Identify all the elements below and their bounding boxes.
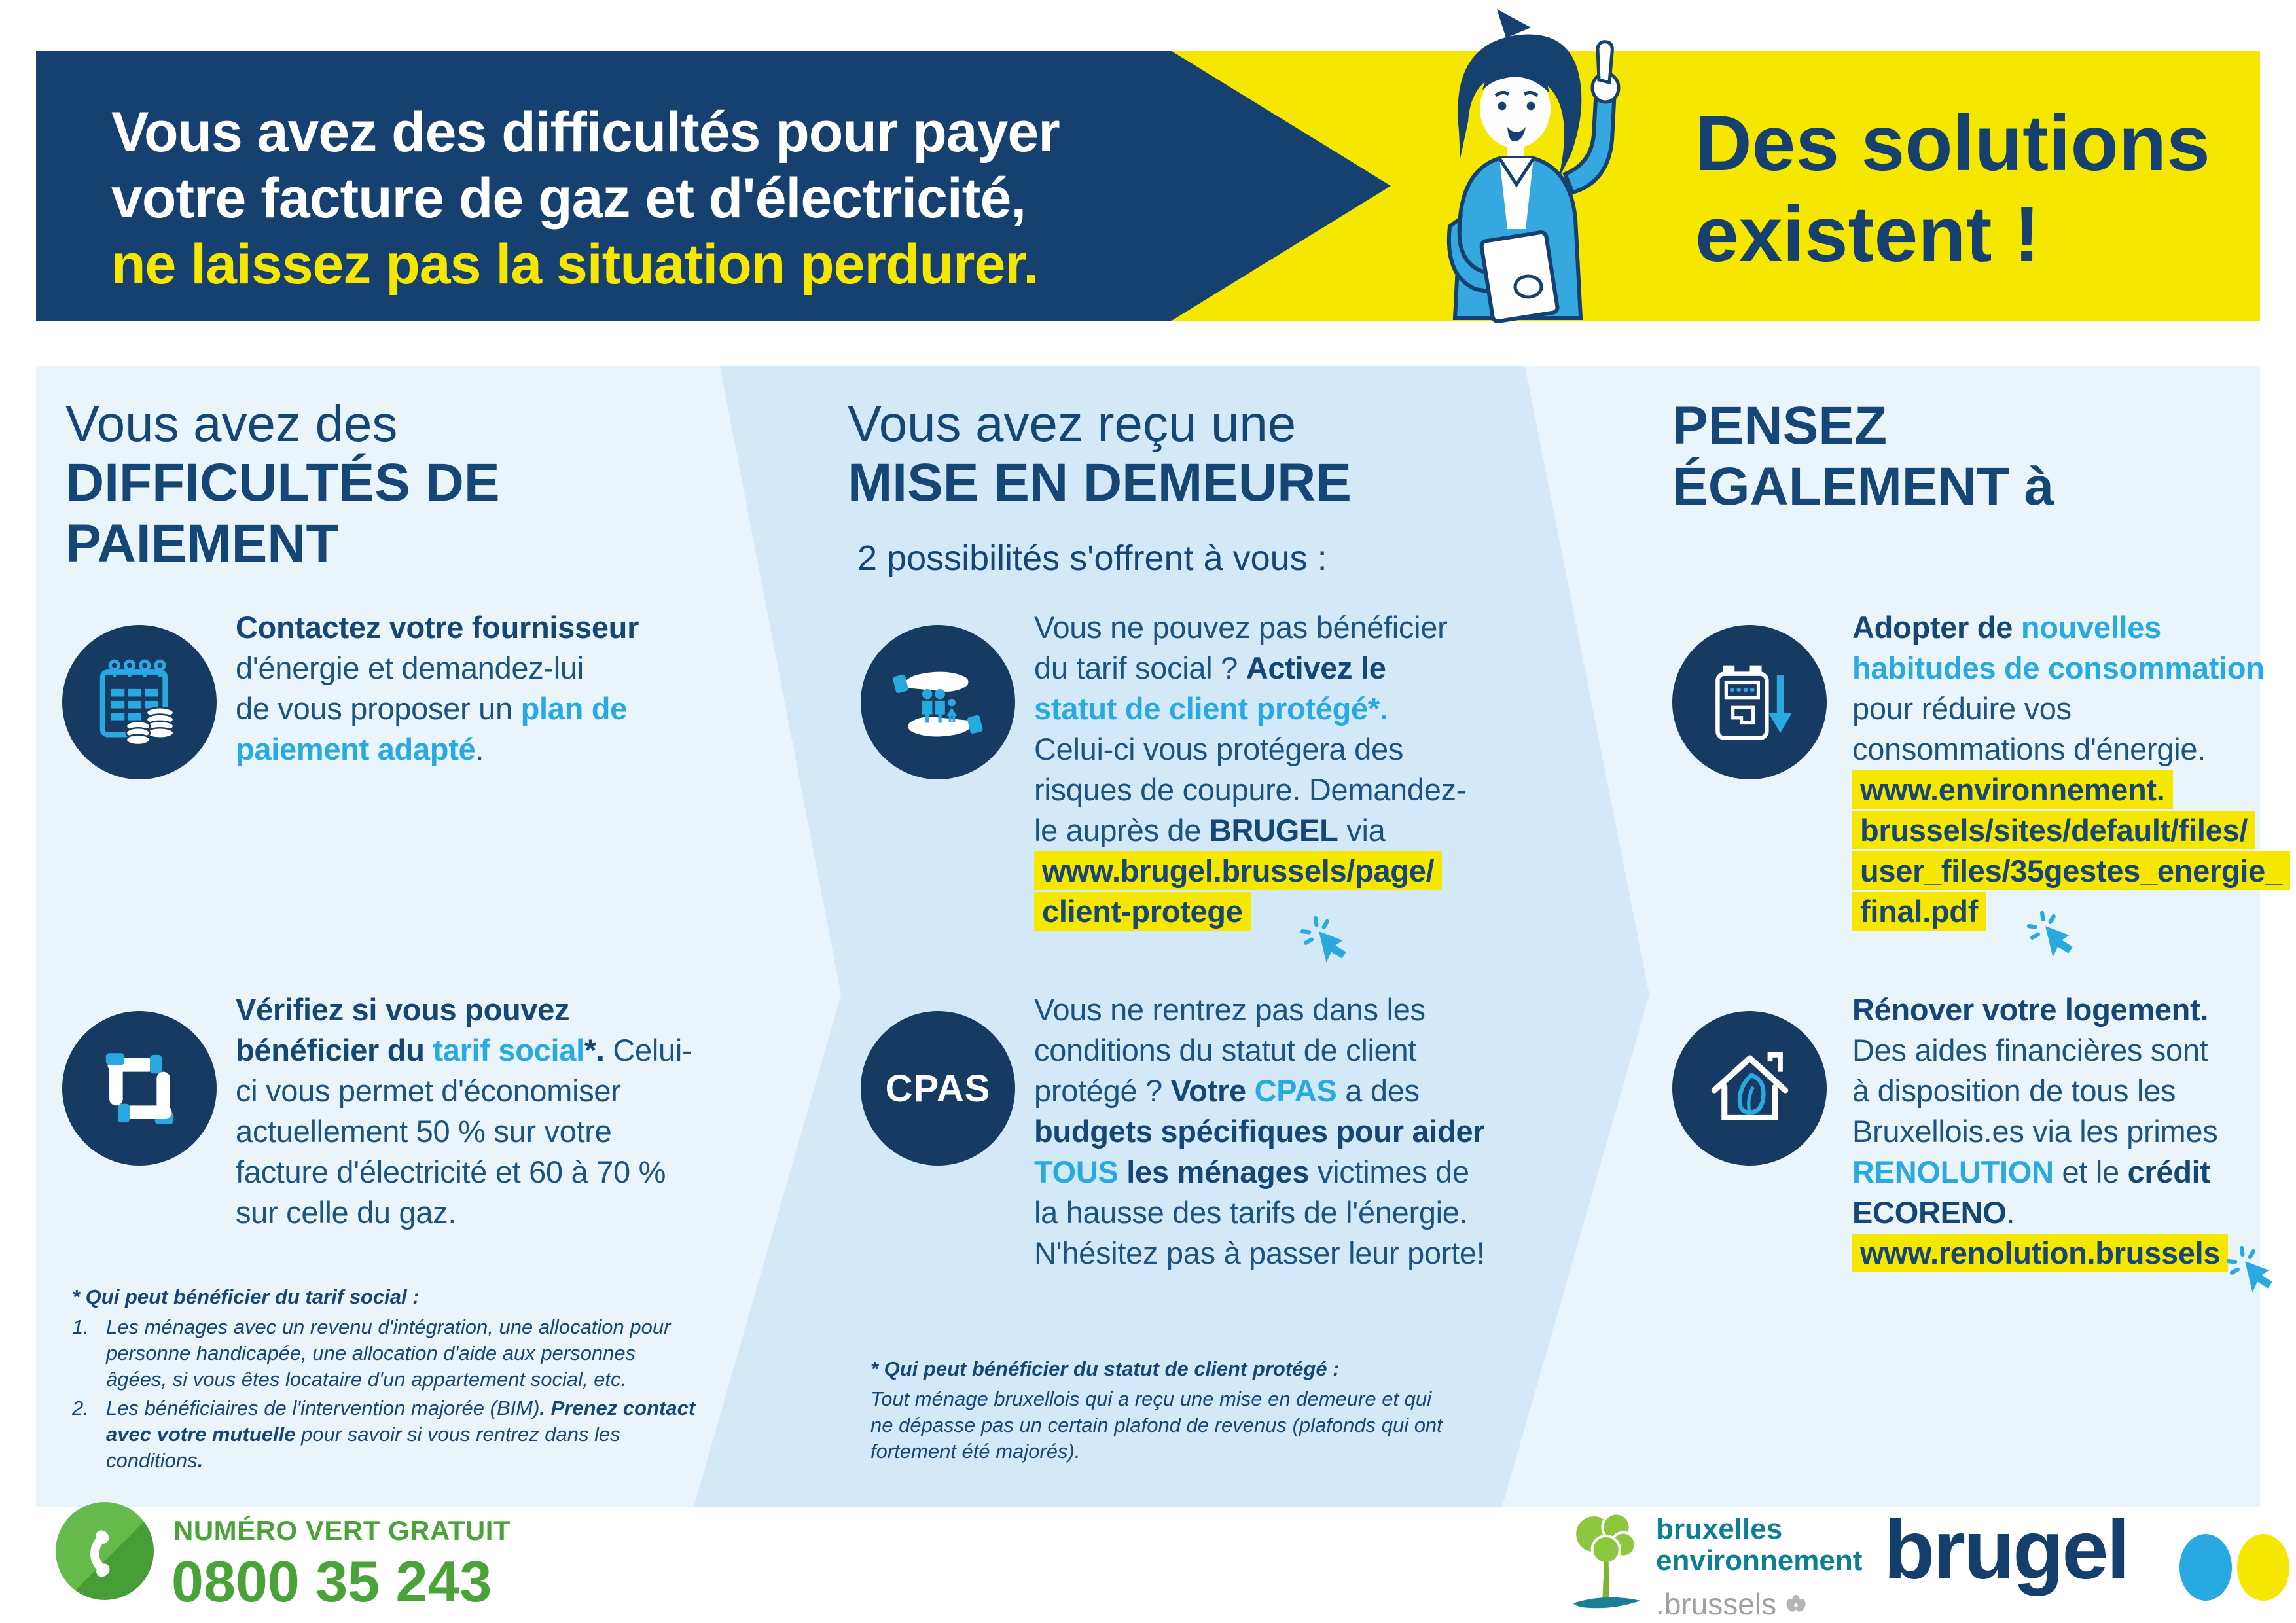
- energy-meter-arrow-icon: [1715, 665, 1792, 740]
- col3-title: PENSEZ ÉGALEMENT à: [1672, 396, 2054, 516]
- banner-line3: ne laissez pas la situation perdurer.: [111, 233, 1039, 296]
- col2-title-intro: Vous avez reçu une: [848, 395, 1297, 452]
- banner-line1: Vous avez des difficultés pour payer: [111, 101, 1060, 164]
- cursor-click-icon: [2026, 910, 2073, 957]
- col1-footnote-title: * Qui peut bénéficier du tarif social :: [72, 1285, 420, 1308]
- link-url[interactable]: www.renolution.brussels: [1852, 1234, 2229, 1272]
- col3-item1-text: Adopter de nouvelles habitudes de consom…: [1852, 607, 2290, 932]
- link-url[interactable]: www.environnement. brussels/sites/defaul…: [1852, 770, 2290, 931]
- linked-hands-icon: [105, 1052, 173, 1124]
- col1-footnote-item1: 1. Les ménages avec un revenu d'intégrat…: [72, 1314, 695, 1393]
- col2-item2-text: Vous ne rentrez pas dans les conditions …: [1034, 992, 1485, 1270]
- col2-subtitle: 2 possibilités s'offrent à vous :: [857, 539, 1327, 578]
- header-navy-arrow-banner: [36, 51, 1391, 321]
- iris-icon: [1786, 1595, 1806, 1612]
- advisor-woman-illustration: [1446, 9, 1621, 323]
- link-url[interactable]: www.brugel.brussels/page/ client-protege: [1034, 851, 1443, 931]
- col2-footnote-title: * Qui peut bénéficier du statut de clien…: [870, 1357, 1340, 1380]
- col1-footnote-item2: 2. Les bénéficiaires de l'intervention m…: [72, 1395, 695, 1474]
- banner-line2: votre facture de gaz et d'électricité,: [111, 167, 1026, 230]
- col1-title-intro: Vous avez des: [65, 395, 398, 452]
- footnote-number: 1.: [72, 1315, 89, 1338]
- col1-item2-text: Vérifiez si vous pouvez bénéficier du ta…: [236, 992, 692, 1230]
- col3-item2-text: Rénover votre logement. Des aides financ…: [1852, 990, 2229, 1274]
- footnote-text: Les bénéficiaires de l'intervention majo…: [106, 1397, 696, 1472]
- house-leaf-icon: [1711, 1052, 1788, 1120]
- footnote-number: 2.: [72, 1397, 89, 1419]
- tree-logo-icon: [1573, 1512, 1641, 1609]
- col1-footnote: * Qui peut bénéficier du tarif social : …: [72, 1284, 695, 1474]
- footnote-text: Les ménages avec un revenu d'intégration…: [106, 1315, 671, 1391]
- phone-icon: [90, 1530, 110, 1577]
- phone-label: NUMÉRO VERT GRATUIT: [173, 1515, 511, 1546]
- col2-item2-icon-circle: CPAS: [861, 1011, 1015, 1166]
- col2-title: MISE EN DEMEURE: [848, 453, 1352, 512]
- col3-item2-icon-circle: [1672, 1011, 1827, 1166]
- phone-number: 0800 35 243: [171, 1549, 492, 1614]
- middle-chevron-background: [694, 366, 1649, 1507]
- col2-item1-text: Vous ne pouvez pas bénéficier du tarif s…: [1034, 607, 1466, 932]
- brugel-logo-yellow-dot: [2237, 1534, 2289, 1601]
- solutions-headline: Des solutions existent !: [1695, 99, 2210, 279]
- col2-footnote-body: Tout ménage bruxellois qui a reçu une mi…: [870, 1387, 1443, 1463]
- brugel-logo-cyan-dot: [2179, 1534, 2232, 1601]
- cursor-click-icon: [1300, 916, 1346, 963]
- col2-item1-icon-circle: [861, 625, 1015, 779]
- col1-item1-text: Contactez votre fournisseur d'énergie et…: [236, 610, 639, 766]
- env-logo-line1: bruxelles: [1656, 1513, 1783, 1545]
- phone-icon-circle: [56, 1502, 154, 1600]
- env-logo-brussels-text: .brussels: [1656, 1587, 1777, 1621]
- calendar-coins-icon: [99, 659, 174, 745]
- cpas-badge: CPAS: [885, 1067, 991, 1110]
- col2-footnote: * Qui peut bénéficier du statut de clien…: [870, 1356, 1443, 1465]
- brugel-logo-text: brugel: [1884, 1503, 2130, 1597]
- hands-family-icon: [892, 671, 982, 736]
- col3-item1-icon-circle: [1672, 625, 1827, 779]
- col1-item2-icon-circle: [62, 1011, 217, 1166]
- cursor-click-icon: [2226, 1245, 2272, 1293]
- env-logo-line2: environnement: [1656, 1544, 1863, 1577]
- banner-headline: Vous avez des difficultés pour payer vot…: [111, 99, 1060, 298]
- col1-item1-icon-circle: [62, 625, 217, 779]
- col1-title: DIFFICULTÉS DE PAIEMENT: [65, 453, 500, 573]
- env-logo-line3: .brussels: [1656, 1586, 1809, 1622]
